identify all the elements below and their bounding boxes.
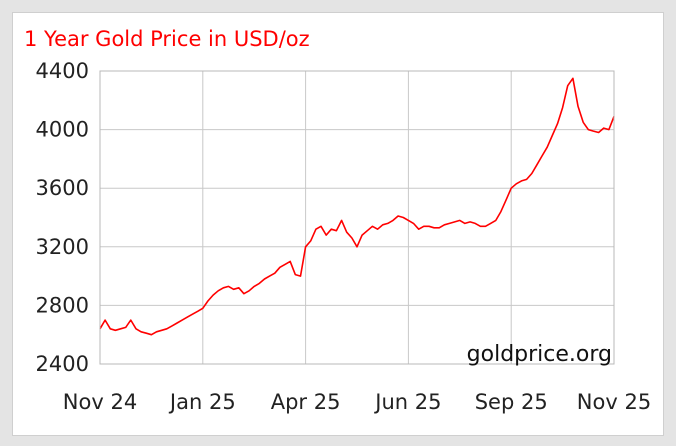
- x-axis-ticks: Nov 24 Jan 25 Apr 25 Jun 25 Sep 25 Nov 25: [63, 390, 651, 414]
- y-tick-label: 4000: [36, 118, 89, 142]
- price-line: [99, 77, 615, 336]
- chart-panel: 1 Year Gold Price in USD/oz 2400 2800 3200…: [12, 12, 664, 436]
- watermark: goldprice.org: [467, 342, 612, 367]
- x-tick-label: Jun 25: [373, 390, 441, 414]
- plot-border: [99, 70, 615, 365]
- x-tick-label: Nov 25: [577, 390, 651, 414]
- grid: [99, 70, 615, 365]
- y-tick-label: 3200: [36, 235, 89, 259]
- gold-price-chart: 1 Year Gold Price in USD/oz 2400 2800 3200…: [24, 27, 651, 414]
- x-tick-label: Nov 24: [63, 390, 137, 414]
- x-tick-label: Sep 25: [475, 390, 548, 414]
- chart-title: 1 Year Gold Price in USD/oz: [24, 27, 310, 51]
- x-tick-label: Jan 25: [168, 390, 236, 414]
- x-tick-label: Apr 25: [271, 390, 341, 414]
- y-axis-ticks: 2400 2800 3200 3600 4000 4400: [36, 59, 89, 376]
- y-tick-label: 2400: [36, 352, 89, 376]
- y-tick-label: 4400: [36, 59, 89, 83]
- y-tick-label: 3600: [36, 176, 89, 200]
- y-tick-label: 2800: [36, 293, 89, 317]
